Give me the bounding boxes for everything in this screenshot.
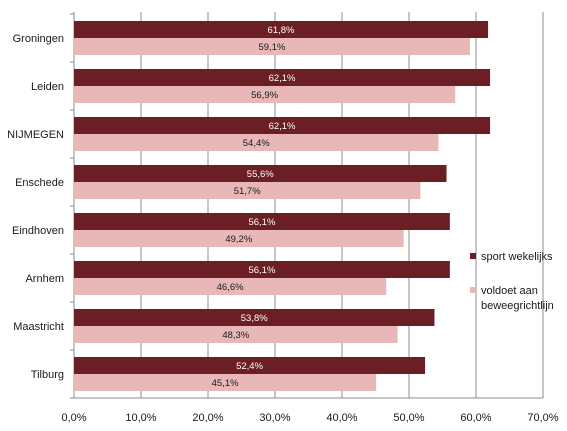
data-label: 53,8% (241, 313, 268, 324)
x-tick-label: 10,0% (125, 412, 156, 424)
x-tick-labels: 0,0% 10,0% 20,0% 30,0% 40,0% 50,0% 60,0% 70,0% (61, 412, 558, 424)
bar (74, 357, 426, 374)
data-label: 51,7% (234, 186, 261, 197)
data-label: 45,1% (212, 378, 239, 389)
bar (74, 278, 387, 295)
x-tick-label: 60,0% (460, 412, 491, 424)
legend: sport wekelijks voldoet aan beweegrichtl… (470, 251, 554, 312)
legend-label-voldoet-aan-line2: beweegrichtlijn (481, 300, 554, 312)
legend-swatch-voldoet-aan-beweegrichtlijn (470, 287, 476, 293)
category-label: Arnhem (25, 273, 64, 285)
category-label: Leiden (31, 81, 64, 93)
data-label: 46,6% (217, 282, 244, 293)
data-label: 54,4% (243, 138, 270, 149)
bar (74, 134, 439, 151)
x-tick-label: 50,0% (393, 412, 424, 424)
category-label: Eindhoven (12, 225, 64, 237)
category-label: Maastricht (13, 321, 64, 333)
data-label: 56,1% (248, 217, 275, 228)
bar (74, 117, 491, 134)
bar (74, 86, 456, 103)
x-tick-label: 40,0% (326, 412, 357, 424)
x-tick-label: 70,0% (527, 412, 558, 424)
data-label: 49,2% (225, 234, 252, 245)
data-label: 56,1% (248, 265, 275, 276)
bar (74, 38, 470, 55)
category-labels: Groningen Leiden NIJMEGEN Enschede Eindhoven… (7, 33, 64, 381)
legend-swatch-sport-wekelijks (470, 253, 476, 259)
category-label: Tilburg (31, 369, 64, 381)
category-label: Enschede (15, 177, 64, 189)
data-label: 59,1% (259, 42, 286, 53)
x-tick-label: 30,0% (259, 412, 290, 424)
data-label: 61,8% (268, 25, 295, 36)
x-tick-label: 20,0% (192, 412, 223, 424)
category-label: Groningen (13, 33, 64, 45)
data-label: 62,1% (269, 121, 296, 132)
bar (74, 230, 404, 247)
legend-label-sport-wekelijks: sport wekelijks (481, 251, 553, 263)
data-label: 55,6% (247, 169, 274, 180)
bar (74, 261, 450, 278)
bar (74, 309, 435, 326)
bar (74, 326, 398, 343)
bar (74, 21, 489, 38)
bars: 61,8% 59,1% 62,1% 56,9% 62,1% 54,4% 55,6% 51,7%… (74, 21, 491, 391)
x-tick-label: 0,0% (61, 412, 86, 424)
bar (74, 69, 491, 86)
bar (74, 374, 377, 391)
category-label: NIJMEGEN (7, 129, 64, 141)
data-label: 62,1% (269, 73, 296, 84)
legend-label-voldoet-aan-line1: voldoet aan (481, 285, 538, 297)
data-label: 56,9% (251, 90, 278, 101)
bar (74, 182, 421, 199)
bar (74, 165, 447, 182)
data-label: 52,4% (236, 361, 263, 372)
bar (74, 213, 450, 230)
data-label: 48,3% (222, 330, 249, 341)
